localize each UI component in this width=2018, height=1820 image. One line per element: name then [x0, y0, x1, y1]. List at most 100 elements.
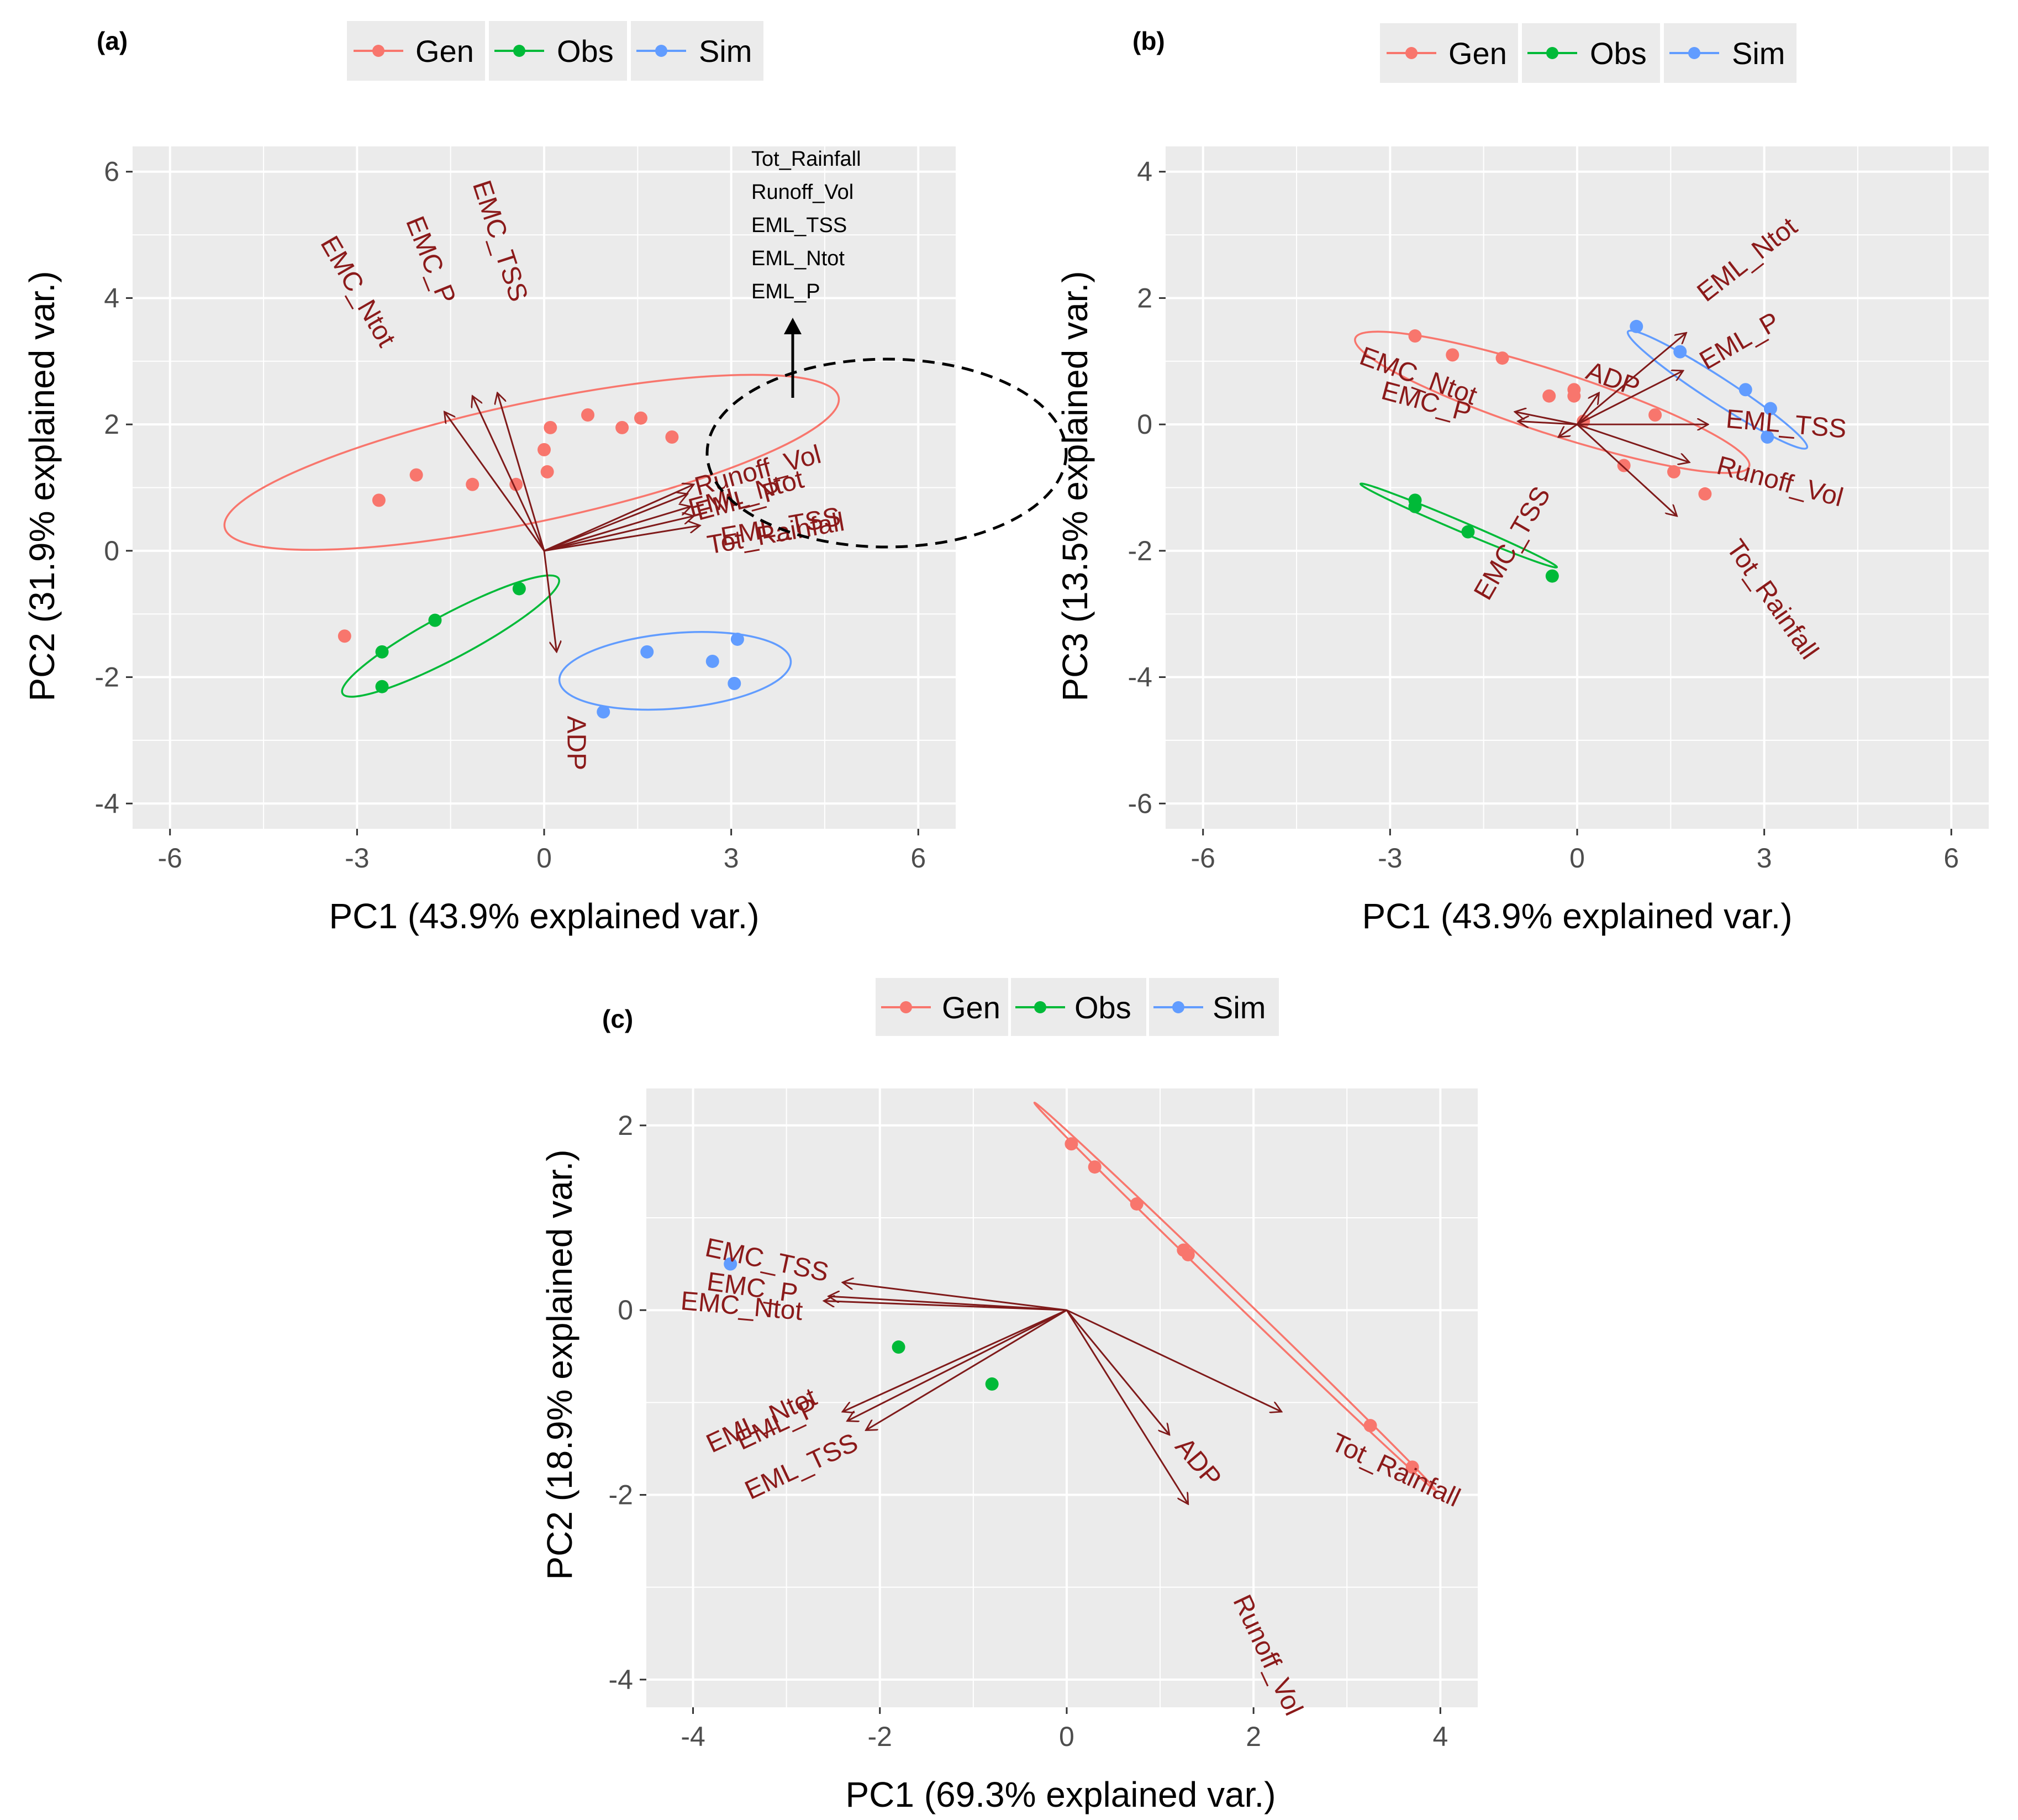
loading-arrow-emc_ntot [444, 412, 545, 551]
panel-a-label: (a) [97, 27, 128, 55]
point-sim [597, 705, 610, 719]
tick-label-y: 6 [104, 156, 119, 187]
loading-arrow-eml_p [1577, 371, 1683, 425]
point-gen [1698, 487, 1712, 501]
point-gen [372, 493, 386, 507]
point-obs [1408, 499, 1422, 513]
point-gen [1648, 408, 1662, 422]
legend-a: Gen Obs Sim [347, 21, 763, 81]
point-gen [409, 468, 423, 482]
tick-label-x: 0 [536, 843, 552, 874]
loading-arrow-emc_tss [842, 1282, 1067, 1311]
legend-dot-obs [1034, 1001, 1046, 1013]
ellipse-obs [1359, 482, 1558, 569]
point-gen [544, 420, 557, 434]
tick-label-y: -2 [609, 1480, 633, 1511]
legend-item-sim: Sim [631, 21, 763, 81]
plot-area-b: -6 -3 0 3 6-6-4-2024EML_NtotEML_PEML_TSSRuno… [1128, 146, 1989, 874]
legend-label-obs: Obs [557, 34, 614, 69]
point-obs [512, 582, 526, 596]
point-sim [1738, 383, 1752, 397]
annotation-overlap: Tot_Rainfall Runoff_Vol EML_TSS EML_Ntot EML… [705, 148, 1068, 549]
annotation-line: EML_TSS [751, 214, 847, 237]
tick-label-y: 2 [618, 1110, 633, 1141]
point-gen [1542, 389, 1556, 403]
point-obs [428, 613, 442, 627]
tick-label-x: -6 [1190, 843, 1215, 874]
point-obs [985, 1377, 999, 1391]
point-gen [1617, 459, 1631, 472]
legend-dot-obs [1546, 47, 1558, 59]
loading-arrow-emc_tss [1558, 423, 1578, 437]
legend-item-gen: Gen [876, 978, 1008, 1036]
tick-label-y: 0 [1137, 409, 1152, 440]
point-gen [1363, 1419, 1377, 1433]
point-obs [375, 645, 389, 659]
legend-item-obs: Obs [1011, 978, 1146, 1036]
dashed-highlight-ellipse [705, 357, 1068, 549]
loading-arrow-eml_ntot [1577, 333, 1687, 425]
legend-label-obs: Obs [1590, 36, 1647, 71]
legend-label-gen: Gen [942, 990, 1000, 1025]
tick-label-x: 3 [1757, 843, 1772, 874]
tick-label-y: -4 [1128, 662, 1152, 693]
ellipse-gen [223, 374, 840, 551]
point-gen [1567, 389, 1581, 403]
loading-arrow-tot_rainfall [1066, 1309, 1282, 1412]
y-axis-title-a: PC2 (31.9% explained var.) [22, 271, 62, 701]
annotation-line: EML_P [751, 280, 820, 303]
point-gen [338, 629, 351, 643]
point-obs [1545, 569, 1559, 583]
point-gen [1667, 465, 1680, 478]
legend-dot-obs [513, 45, 525, 57]
legend-dot-gen [1405, 47, 1418, 59]
tick-label-y: 2 [1137, 282, 1152, 313]
panel-c-label: (c) [602, 1004, 633, 1033]
legend-dot-gen [900, 1001, 912, 1013]
point-sim [640, 645, 654, 659]
x-axis-title-b: PC1 (43.9% explained var.) [1362, 896, 1792, 936]
tick-label-y: -4 [609, 1664, 633, 1695]
tick-label-y: -2 [1128, 535, 1152, 566]
point-obs [892, 1340, 905, 1354]
point-gen [1088, 1160, 1102, 1174]
point-obs [1461, 525, 1475, 539]
point-gen [665, 430, 679, 444]
ellipse-sim [558, 631, 792, 711]
point-gen [1181, 1248, 1195, 1261]
x-axis-title-a: PC1 (43.9% explained var.) [329, 896, 759, 936]
point-sim [1761, 430, 1774, 444]
tick-label-x: -4 [681, 1721, 705, 1752]
legend-item-obs: Obs [489, 21, 627, 81]
loading-arrow-emc_p [472, 396, 545, 551]
legend-label-sim: Sim [1732, 36, 1785, 71]
tick-label-x: 4 [1432, 1721, 1448, 1752]
tick-label-y: 0 [618, 1295, 633, 1325]
legend-dot-sim [1172, 1001, 1184, 1013]
loading-arrow-eml_p [544, 507, 691, 552]
point-obs [375, 680, 389, 693]
tick-label-x: -6 [157, 843, 182, 874]
point-gen [1446, 348, 1460, 362]
point-gen [538, 443, 551, 456]
tick-label-x: 0 [1569, 843, 1585, 874]
point-sim [728, 676, 741, 690]
tick-label-y: 2 [104, 409, 119, 440]
loading-arrow-eml_ntot [544, 494, 688, 552]
point-gen [634, 411, 647, 425]
point-gen [1065, 1137, 1078, 1151]
tick-label-y: -4 [95, 788, 119, 819]
loading-arrow-runoff_vol [1577, 423, 1689, 462]
tick-label-x: 0 [1059, 1721, 1074, 1752]
point-gen [1408, 329, 1422, 343]
legend-dot-sim [1688, 47, 1700, 59]
tick-label-y: -2 [95, 662, 119, 693]
point-gen [1405, 1460, 1419, 1474]
tick-label-x: 2 [1246, 1721, 1261, 1752]
tick-label-y: 0 [104, 535, 119, 566]
plot-background [646, 1088, 1478, 1707]
point-gen [581, 408, 595, 422]
